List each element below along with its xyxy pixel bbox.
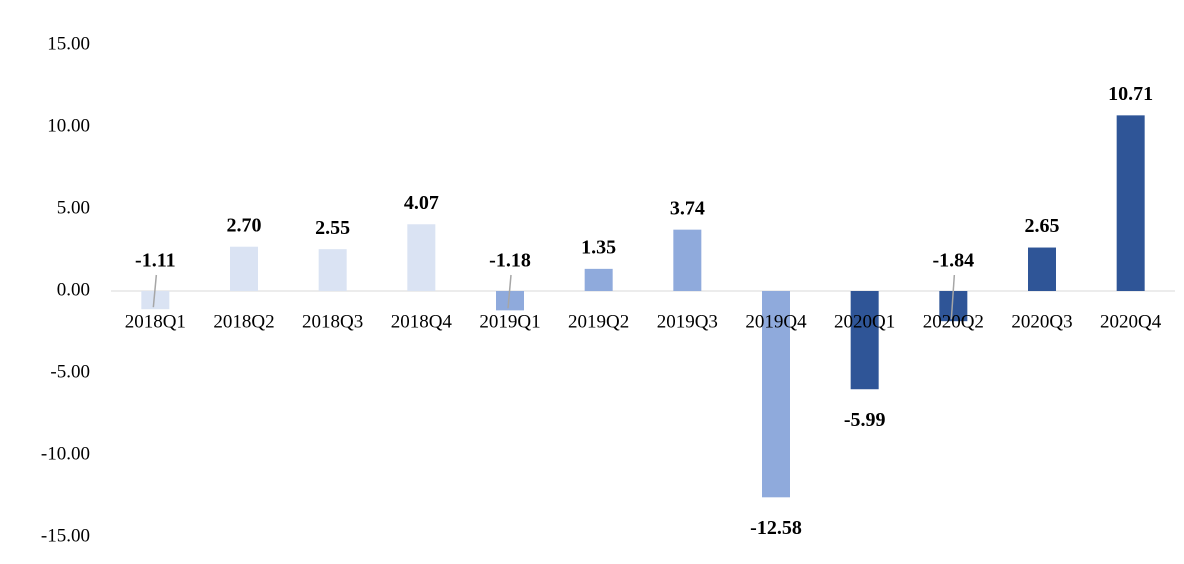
value-label: 2.55 [315, 217, 350, 239]
x-tick-label: 2018Q2 [213, 311, 274, 332]
y-tick-label: 0.00 [57, 279, 90, 300]
x-tick-label: 2018Q1 [125, 311, 186, 332]
x-tick-label: 2019Q1 [479, 311, 540, 332]
y-tick-label: -15.00 [41, 525, 90, 546]
value-label: -1.18 [489, 250, 531, 272]
x-tick-label: 2019Q3 [657, 311, 718, 332]
x-tick-label: 2020Q3 [1011, 311, 1072, 332]
bar [496, 291, 524, 311]
x-tick-label: 2018Q3 [302, 311, 363, 332]
value-label: -1.11 [135, 250, 176, 272]
x-tick-label: 2020Q1 [834, 311, 895, 332]
value-label: -5.99 [844, 409, 886, 431]
bar [850, 291, 879, 390]
value-label: -12.58 [750, 517, 802, 539]
bar [762, 291, 790, 498]
bar [230, 246, 258, 291]
x-tick-label: 2019Q2 [568, 311, 629, 332]
value-label: 2.70 [227, 214, 262, 236]
x-tick-label: 2019Q4 [745, 311, 807, 332]
value-label: 3.74 [670, 197, 705, 219]
x-tick-label: 2020Q2 [923, 311, 984, 332]
leader-line [507, 274, 512, 309]
value-label: 1.35 [581, 236, 616, 258]
bar [1116, 115, 1145, 291]
bar [584, 268, 613, 291]
y-tick-label: 10.00 [47, 115, 90, 136]
x-tick-label: 2020Q4 [1100, 311, 1162, 332]
y-tick-label: 5.00 [57, 197, 90, 218]
y-tick-label: 15.00 [47, 33, 90, 54]
bar [318, 249, 347, 291]
y-tick-label: -5.00 [50, 361, 90, 382]
bar [673, 229, 702, 291]
leader-line [152, 274, 158, 308]
value-label: -1.84 [932, 250, 974, 272]
y-tick-label: -10.00 [41, 443, 90, 464]
x-tick-label: 2018Q4 [391, 311, 453, 332]
leader-line [950, 274, 956, 320]
value-label: 4.07 [404, 192, 439, 214]
value-label: 2.65 [1025, 215, 1060, 237]
bar [407, 224, 436, 291]
bar [1028, 247, 1056, 291]
value-label: 10.71 [1108, 83, 1153, 105]
bar [141, 291, 170, 310]
